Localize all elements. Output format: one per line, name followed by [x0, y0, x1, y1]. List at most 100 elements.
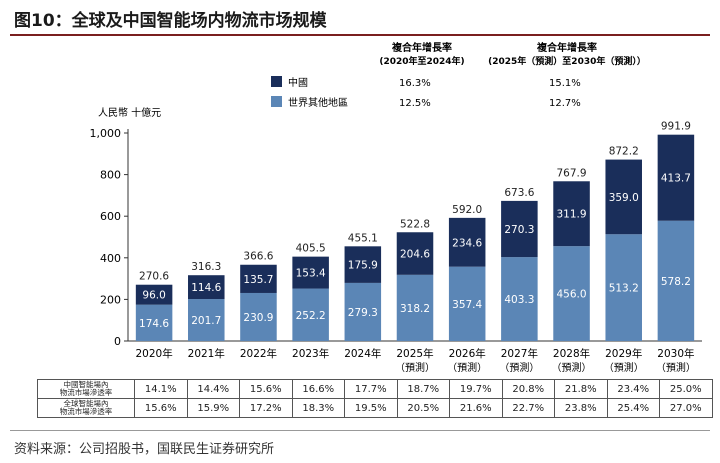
data-label-china: 204.6: [400, 249, 430, 261]
table-cell: 23.4%: [606, 379, 660, 399]
x-tick-note: （預測）: [395, 361, 435, 374]
x-tick-label: 2026年: [449, 347, 486, 360]
data-label-rest-of-world: 174.6: [139, 318, 169, 330]
row-label-line-1: 全球智能場內: [63, 399, 109, 408]
data-label-rest-of-world: 403.3: [504, 294, 534, 306]
table-cell: 19.7%: [449, 379, 503, 399]
figure-title: 图10：全球及中国智能场内物流市场规模: [14, 11, 327, 31]
row-label: 中國智能場內 物流市場滲透率: [37, 379, 135, 399]
legend-swatch: [271, 76, 282, 87]
x-tick-label: 2022年: [240, 347, 277, 360]
bar-segment-china: [135, 284, 173, 305]
table-cell: 14.4%: [186, 379, 240, 399]
bar-segment-china: [553, 181, 590, 247]
data-label-total: 405.5: [296, 243, 326, 255]
x-tick-note: （預測）: [656, 361, 696, 374]
bar-segment-china: [657, 134, 695, 221]
table-cell: 25.4%: [606, 398, 660, 418]
chart-bars: 174.6 96.0 270.6 201.7 114.6 316.3 230.9 135.7 3…: [135, 121, 695, 341]
x-tick-label: 2024年: [344, 347, 381, 360]
data-label-rest-of-world: 230.9: [243, 312, 273, 324]
bar-segment-rest-of-world: [448, 266, 486, 341]
data-label-total: 366.6: [243, 251, 273, 263]
bar-segment-rest-of-world: [135, 304, 173, 341]
penetration-rate-table: 中國智能場內 物流市場滲透率 14.1% 14.4% 15.6% 16.6% 17.7% 18…: [37, 379, 713, 418]
row-label-line-1: 中國智能場內: [63, 380, 109, 389]
data-label-china: 359.0: [609, 192, 639, 204]
table-cell: 20.5%: [396, 398, 450, 418]
data-label-total: 455.1: [348, 232, 378, 244]
bar-segment-china: [240, 264, 277, 293]
bar-segment-rest-of-world: [501, 257, 538, 341]
bar-segment-rest-of-world: [396, 274, 434, 341]
data-label-total: 270.6: [139, 271, 169, 283]
bar-segment-china: [292, 256, 329, 289]
legend-cagr-1-value: 12.5%: [399, 98, 431, 109]
legend-header-cagr-1: 複合年增長率: [391, 41, 452, 54]
table-cell: 17.7%: [344, 379, 398, 399]
data-label-china: 270.3: [504, 224, 534, 236]
table-cell: 21.8%: [554, 379, 608, 399]
x-tick-label: 2027年: [501, 347, 538, 360]
row-label: 全球智能場內 物流市場滲透率: [37, 398, 135, 418]
data-label-rest-of-world: 513.2: [609, 283, 639, 295]
data-label-total: 872.2: [609, 146, 639, 158]
x-axis-labels: 2020年 2021年 2022年 2023年 2024年 2025年（預測）2026年（…: [135, 347, 695, 374]
data-label-total: 592.0: [452, 204, 482, 216]
data-label-china: 96.0: [142, 290, 165, 302]
table-cell: 19.5%: [344, 398, 398, 418]
legend: 複合年增長率(2020年至2024年)複合年增長率(2025年（預測）至2030…: [271, 41, 646, 109]
y-tick-label: 1,000: [90, 127, 122, 140]
data-label-rest-of-world: 252.2: [296, 310, 326, 322]
data-label-china: 311.9: [557, 209, 587, 221]
bar-segment-rest-of-world: [344, 282, 382, 341]
bar-segment-china: [605, 159, 642, 235]
stacked-bar-chart: 複合年增長率(2020年至2024年)複合年增長率(2025年（預測）至2030…: [90, 41, 702, 374]
legend-label: 中國: [288, 76, 308, 89]
legend-label: 世界其他地區: [288, 96, 348, 109]
row-label-line-2: 物流市場滲透率: [59, 407, 113, 416]
bar-segment-china: [344, 246, 382, 283]
data-label-china: 175.9: [348, 260, 378, 272]
bar-segment-rest-of-world: [553, 246, 590, 341]
x-tick-label: 2021年: [188, 347, 225, 360]
title-divider: [10, 34, 710, 36]
x-tick-label: 2029年: [605, 347, 642, 360]
bar-segment-rest-of-world: [188, 299, 225, 341]
bar-segment-rest-of-world: [657, 220, 695, 341]
table-cell: 27.0%: [659, 398, 713, 418]
table-row: 全球智能場內 物流市場滲透率 15.6% 15.9% 17.2% 18.3% 19.5% 20…: [37, 398, 713, 418]
table-cell: 17.2%: [239, 398, 293, 418]
data-label-rest-of-world: 357.4: [452, 299, 482, 311]
table-cell: 18.7%: [396, 379, 450, 399]
legend-header-cagr-2: 複合年增長率: [536, 41, 597, 54]
data-label-total: 991.9: [661, 121, 691, 133]
x-tick-label: 2020年: [135, 347, 172, 360]
data-label-china: 114.6: [191, 282, 221, 294]
legend-cagr-2-value: 15.1%: [549, 78, 581, 89]
y-tick-label: 400: [100, 252, 121, 265]
row-label-line-2: 物流市場滲透率: [59, 388, 113, 397]
table-cell: 15.6%: [134, 398, 188, 418]
bar-segment-rest-of-world: [605, 234, 642, 341]
bar-segment-china: [396, 232, 434, 275]
table-cell: 14.1%: [134, 379, 188, 399]
table-cell: 16.6%: [291, 379, 345, 399]
legend-cagr-2-value: 12.7%: [549, 98, 581, 109]
table-cell: 21.6%: [449, 398, 503, 418]
legend-swatch: [271, 96, 282, 107]
data-label-total: 673.6: [504, 187, 534, 199]
x-tick-label: 2030年: [657, 347, 694, 360]
table-cell: 15.9%: [186, 398, 240, 418]
data-label-rest-of-world: 578.2: [661, 276, 691, 288]
table-cell: 23.8%: [554, 398, 608, 418]
x-tick-label: 2023年: [292, 347, 329, 360]
y-tick-label: 0: [114, 335, 121, 348]
bar-segment-rest-of-world: [292, 288, 329, 341]
bar-segment-rest-of-world: [240, 292, 277, 341]
x-tick-label: 2028年: [553, 347, 590, 360]
data-label-total: 316.3: [191, 261, 221, 273]
data-label-china: 234.6: [452, 237, 482, 249]
table-cell: 22.7%: [501, 398, 555, 418]
table-cell: 15.6%: [239, 379, 293, 399]
